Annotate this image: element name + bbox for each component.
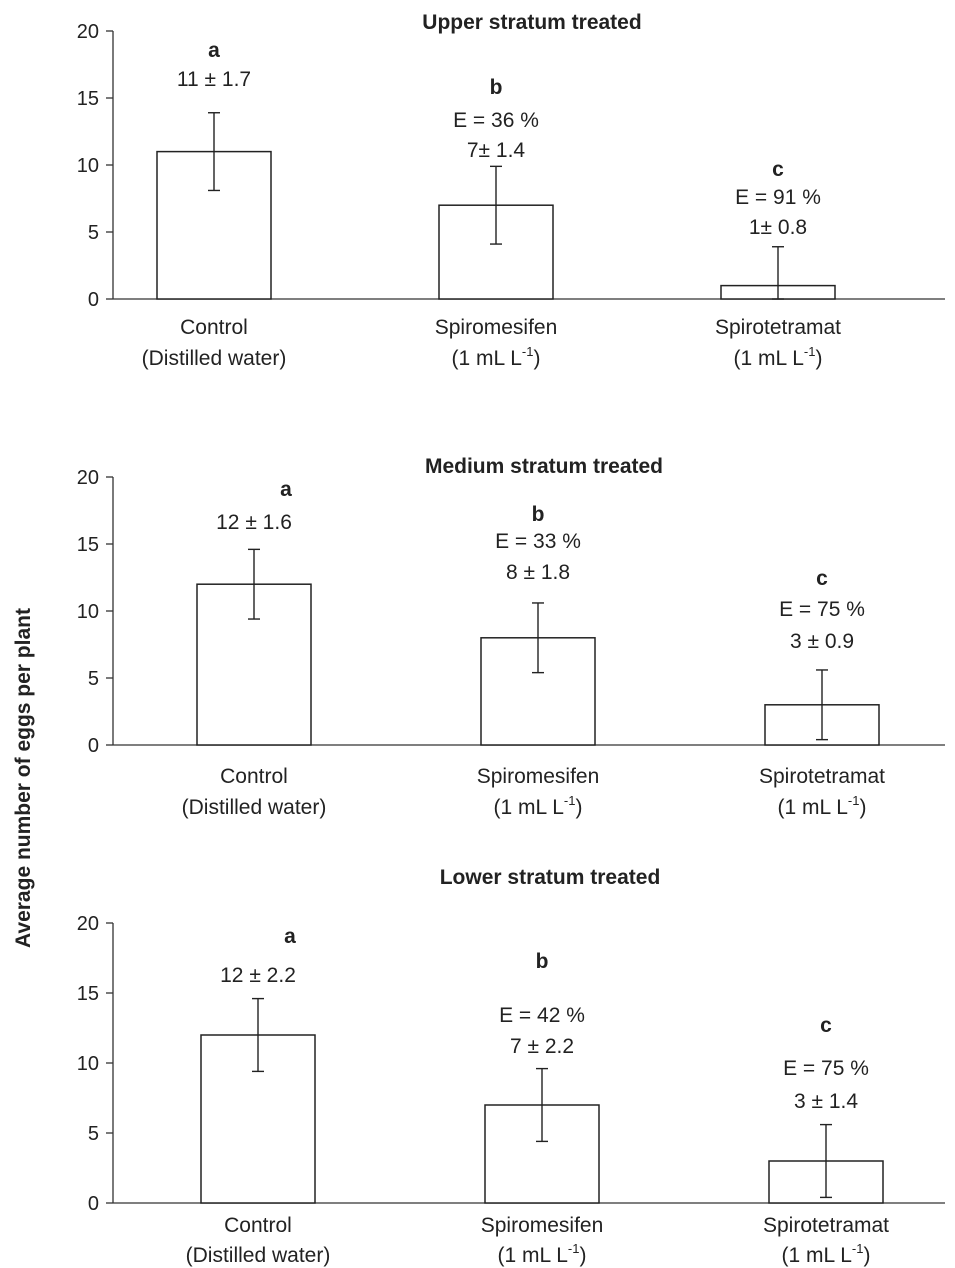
significance-letter: c: [772, 158, 784, 181]
x-tick-label: Spirotetramat: [759, 765, 885, 788]
mean-sd-label: 3 ± 1.4: [794, 1090, 858, 1113]
y-tick-label: 20: [77, 21, 99, 43]
x-tick-label: Spirotetramat: [715, 316, 841, 339]
x-tick-label: Spiromesifen: [481, 1214, 604, 1237]
y-tick-label: 10: [77, 601, 99, 623]
x-tick-label-sub: (Distilled water): [182, 796, 327, 819]
x-tick-label-sub: (Distilled water): [186, 1244, 331, 1267]
x-tick-label: Spiromesifen: [477, 765, 600, 788]
x-tick-label-sub: (1 mL L-1): [778, 793, 867, 819]
y-tick-label: 5: [88, 668, 99, 690]
y-tick-label: 0: [88, 289, 99, 311]
efficacy-label: E = 33 %: [495, 530, 581, 553]
x-tick-label-sub: (Distilled water): [142, 347, 287, 370]
y-tick-label: 0: [88, 735, 99, 757]
mean-sd-label: 11 ± 1.7: [177, 68, 251, 91]
efficacy-label: E = 75 %: [779, 598, 865, 621]
efficacy-label: E = 42 %: [499, 1004, 585, 1027]
y-tick-label: 20: [77, 913, 99, 935]
x-tick-label-sub: (1 mL L-1): [452, 344, 541, 370]
y-tick-label: 5: [88, 222, 99, 244]
mean-sd-label: 12 ± 2.2: [220, 964, 296, 987]
significance-letter: a: [284, 925, 296, 948]
y-tick-label: 5: [88, 1123, 99, 1145]
x-tick-label: Control: [220, 765, 288, 788]
chart-panel-1: Upper stratum treated 0 5 10 15 20 a 11 ± 1.7 Co…: [77, 11, 945, 370]
x-tick-label: Control: [180, 316, 248, 339]
efficacy-label: E = 36 %: [453, 109, 539, 132]
mean-sd-label: 7± 1.4: [467, 139, 526, 162]
x-tick-label-sub: (1 mL L-1): [494, 793, 583, 819]
y-axis-title: Average number of eggs per plant: [12, 608, 35, 948]
mean-sd-label: 3 ± 0.9: [790, 630, 854, 653]
mean-sd-label: 1± 0.8: [749, 216, 807, 239]
significance-letter: c: [816, 567, 828, 590]
efficacy-label: E = 75 %: [783, 1057, 869, 1080]
x-tick-label-sub: (1 mL L-1): [498, 1241, 587, 1267]
mean-sd-label: 7 ± 2.2: [510, 1035, 574, 1058]
y-tick-label: 15: [77, 983, 99, 1005]
significance-letter: a: [280, 478, 292, 501]
chart-title: Lower stratum treated: [440, 866, 661, 889]
bar: [196, 583, 312, 746]
chart-title: Upper stratum treated: [422, 11, 641, 34]
x-tick-label: Spiromesifen: [435, 316, 558, 339]
efficacy-label: E = 91 %: [735, 186, 821, 209]
y-tick-label: 10: [77, 1053, 99, 1075]
x-tick-label: Control: [224, 1214, 292, 1237]
significance-letter: b: [532, 503, 545, 526]
y-tick-label: 15: [77, 534, 99, 556]
mean-sd-label: 12 ± 1.6: [216, 511, 292, 534]
y-tick-label: 0: [88, 1193, 99, 1215]
chart-panel-2: Medium stratum treated 0 5 10 15 20 a 12 ± 1.6 C…: [77, 455, 945, 819]
x-tick-label: Spirotetramat: [763, 1214, 889, 1237]
chart-title: Medium stratum treated: [425, 455, 663, 478]
significance-letter: a: [208, 39, 220, 62]
chart-panel-3: Lower stratum treated 0 5 10 15 20 a 12 ± 2.2 Co…: [77, 866, 945, 1267]
x-tick-label-sub: (1 mL L-1): [734, 344, 823, 370]
mean-sd-label: 8 ± 1.8: [506, 561, 570, 584]
significance-letter: b: [490, 76, 503, 99]
y-tick-label: 10: [77, 155, 99, 177]
y-tick-label: 20: [77, 467, 99, 489]
significance-letter: b: [536, 950, 549, 973]
significance-letter: c: [820, 1014, 832, 1037]
x-tick-label-sub: (1 mL L-1): [782, 1241, 871, 1267]
y-tick-label: 15: [77, 88, 99, 110]
